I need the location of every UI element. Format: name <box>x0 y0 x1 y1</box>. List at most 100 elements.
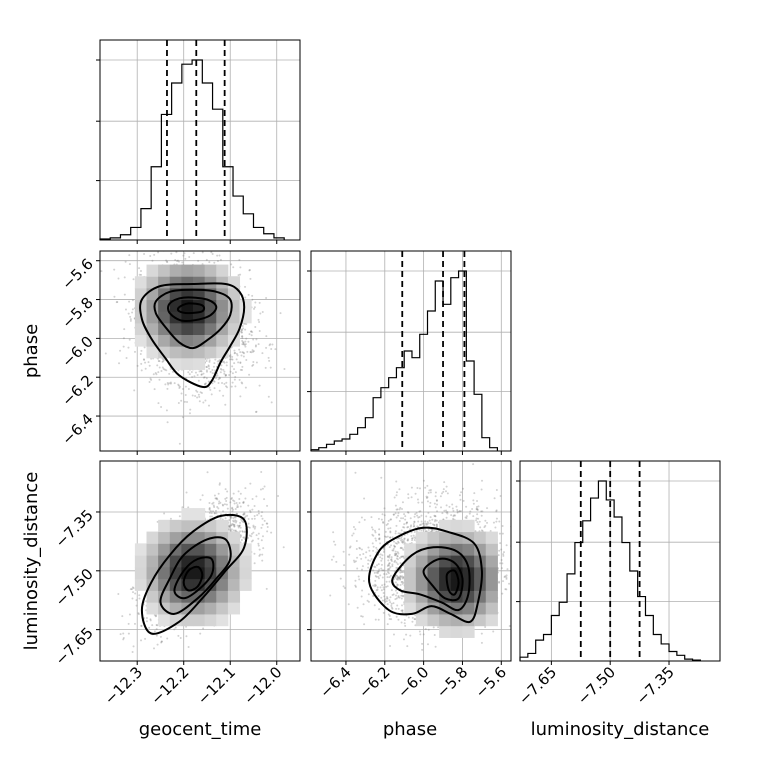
scatter-point <box>129 318 132 321</box>
scatter-point <box>242 327 245 330</box>
scatter-point <box>215 497 218 500</box>
scatter-point <box>236 354 239 357</box>
density-cell <box>216 543 229 556</box>
scatter-point <box>167 383 170 386</box>
scatter-point <box>245 337 248 340</box>
scatter-point <box>184 257 187 260</box>
scatter-point <box>261 559 264 562</box>
scatter-point <box>210 515 213 518</box>
scatter-point <box>207 365 210 368</box>
scatter-point <box>395 557 398 560</box>
scatter-point <box>222 368 225 371</box>
scatter-point <box>514 507 516 509</box>
scatter-point <box>156 520 159 523</box>
scatter-point <box>196 374 199 377</box>
scatter-point <box>257 510 260 513</box>
scatter-point <box>381 576 384 579</box>
scatter-point <box>213 512 216 515</box>
scatter-point <box>151 259 154 262</box>
density-cell <box>158 531 171 544</box>
scatter-point <box>209 388 212 391</box>
scatter-point <box>266 504 269 507</box>
scatter-point <box>266 522 269 525</box>
scatter-point <box>232 523 235 526</box>
scatter-point <box>249 277 252 280</box>
scatter-point <box>396 508 399 511</box>
scatter-point <box>177 634 180 637</box>
scatter-point <box>138 267 141 270</box>
scatter-point <box>240 354 243 357</box>
scatter-point <box>233 516 236 519</box>
scatter-point <box>245 358 248 361</box>
scatter-point <box>279 312 282 315</box>
scatter-point <box>249 482 252 485</box>
scatter-point <box>166 381 169 384</box>
scatter-point <box>219 501 222 504</box>
scatter-point <box>500 548 503 551</box>
scatter-point <box>230 497 233 500</box>
scatter-point <box>250 535 253 538</box>
scatter-point <box>258 330 261 333</box>
scatter-point <box>215 497 218 500</box>
density-cell <box>216 590 229 603</box>
scatter-point <box>269 366 272 369</box>
scatter-point <box>360 568 363 571</box>
scatter-point <box>413 520 416 523</box>
scatter-point <box>232 517 235 520</box>
scatter-point <box>158 360 161 363</box>
scatter-point <box>241 351 244 354</box>
scatter-point <box>248 526 251 529</box>
scatter-point <box>237 505 240 508</box>
scatter-point <box>381 569 384 572</box>
scatter-point <box>166 637 169 640</box>
scatter-point <box>228 354 231 357</box>
scatter-point <box>224 374 227 377</box>
y-tick-label: −5.8 <box>58 294 96 332</box>
density-cell <box>158 566 171 580</box>
scatter-point <box>244 386 247 389</box>
x-tick-label: −7.65 <box>515 663 560 708</box>
scatter-point <box>230 528 233 531</box>
scatter-point <box>435 661 437 663</box>
density-cell <box>193 276 206 289</box>
scatter-point <box>258 554 261 557</box>
y-tick-label: −7.65 <box>52 624 97 669</box>
scatter-point <box>241 530 244 533</box>
scatter-point <box>223 370 226 373</box>
scatter-point <box>231 365 234 368</box>
scatter-point <box>123 293 126 296</box>
scatter-point <box>238 258 241 261</box>
scatter-point <box>383 573 386 576</box>
x-tick-label: −12.0 <box>240 663 285 708</box>
density-cell <box>158 322 171 335</box>
scatter-point <box>148 626 151 629</box>
scatter-point <box>213 380 216 383</box>
scatter-point <box>370 558 373 561</box>
scatter-point <box>230 346 233 349</box>
scatter-point <box>153 388 156 391</box>
scatter-point <box>380 589 383 592</box>
scatter-point <box>241 365 244 368</box>
scatter-point <box>204 382 207 385</box>
scatter-point <box>249 330 252 333</box>
density-cell <box>181 334 194 347</box>
scatter-point <box>143 358 146 361</box>
density-cell <box>204 346 217 359</box>
scatter-point <box>187 387 190 390</box>
scatter-point <box>144 637 147 640</box>
contour-level-3 <box>173 556 215 600</box>
scatter-point <box>175 251 178 254</box>
x-tick-label: −6.2 <box>355 663 393 701</box>
scatter-point <box>140 362 143 365</box>
panel-content <box>117 470 285 653</box>
scatter-point <box>124 260 127 263</box>
density-cell <box>158 334 171 347</box>
scatter-point <box>198 370 201 373</box>
scatter-point <box>214 358 217 361</box>
scatter-point <box>213 494 216 497</box>
scatter-point <box>266 526 269 529</box>
scatter-point <box>224 374 227 377</box>
density-cell <box>216 578 229 591</box>
scatter-point <box>222 504 225 507</box>
scatter-point <box>229 370 232 373</box>
